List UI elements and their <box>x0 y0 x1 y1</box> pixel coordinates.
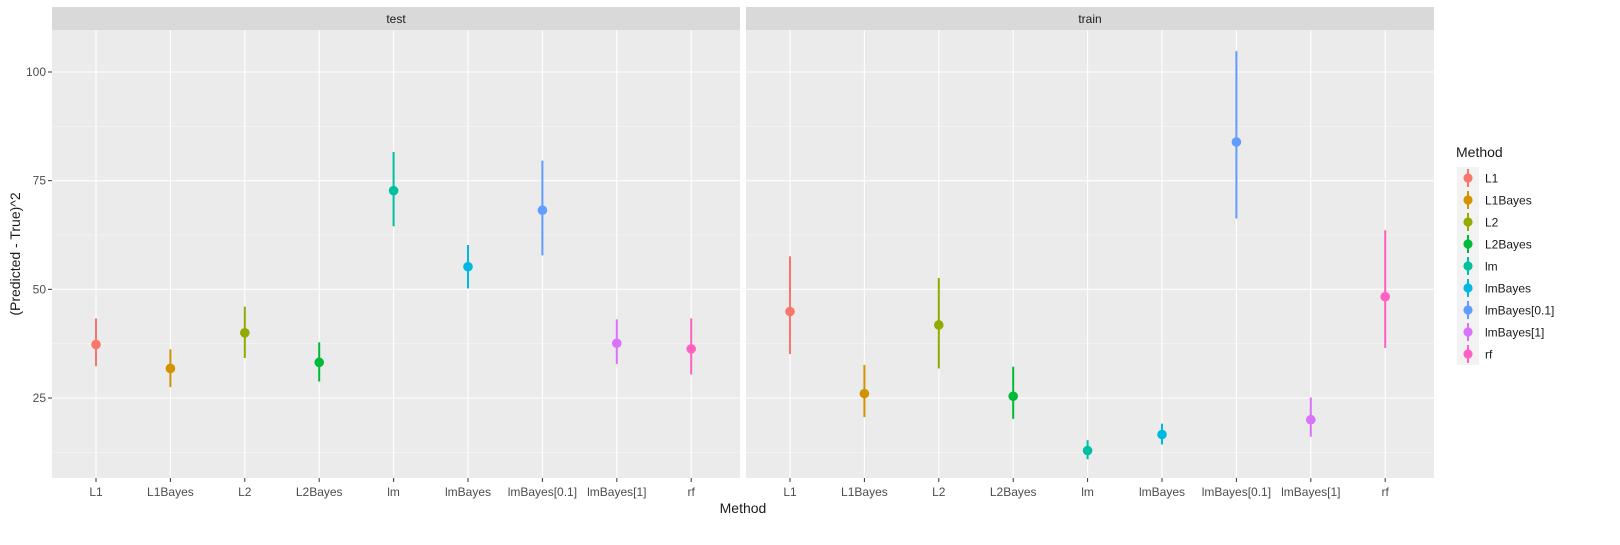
x-tick-label: lmBayes[0.1] <box>1202 485 1271 499</box>
x-tick-label: rf <box>1382 485 1390 499</box>
x-tick-label: L2Bayes <box>990 485 1037 499</box>
legend-label: rf <box>1485 348 1493 362</box>
legend-key-point <box>1463 305 1473 315</box>
panel-background <box>746 30 1434 478</box>
x-tick-label: lm <box>387 485 400 499</box>
legend-key-point <box>1463 239 1473 249</box>
data-point <box>934 320 944 330</box>
data-point <box>537 205 548 216</box>
legend-key-point <box>1463 283 1473 293</box>
x-tick-label: lmBayes[1] <box>1281 485 1340 499</box>
data-point <box>165 363 176 374</box>
data-point <box>859 388 870 399</box>
data-point <box>1008 391 1018 402</box>
y-tick-label: 50 <box>33 282 47 296</box>
data-point <box>1380 291 1390 302</box>
data-point <box>1082 445 1093 456</box>
facet-strip <box>52 7 740 30</box>
data-point <box>1231 137 1242 147</box>
facet-strip <box>746 7 1434 30</box>
y-tick-label: 100 <box>26 65 46 79</box>
data-point <box>1306 414 1316 425</box>
data-point <box>463 261 473 272</box>
data-point <box>91 339 101 350</box>
legend-label: lmBayes[0.1] <box>1485 304 1554 318</box>
legend-key-point <box>1463 261 1473 271</box>
data-point <box>388 185 399 196</box>
x-tick-label: lmBayes <box>445 485 491 499</box>
x-tick-label: lmBayes[0.1] <box>508 485 577 499</box>
x-tick-label: L1Bayes <box>147 485 194 499</box>
data-point <box>686 344 696 354</box>
legend-key-point <box>1463 217 1473 227</box>
x-tick-label: L1 <box>783 485 797 499</box>
legend-label: lmBayes[1] <box>1485 326 1544 340</box>
legend-label: lm <box>1485 260 1498 274</box>
legend-label: L1 <box>1485 172 1499 186</box>
y-tick-label: 25 <box>33 391 47 405</box>
x-tick-label: L1 <box>89 485 103 499</box>
data-point <box>612 338 622 349</box>
facet-strip-label: train <box>1078 12 1101 26</box>
x-tick-label: L2 <box>932 485 946 499</box>
x-tick-label: lm <box>1081 485 1094 499</box>
y-axis-title: (Predicted - True)^2 <box>7 192 23 315</box>
legend-key-point <box>1463 195 1473 205</box>
x-tick-label: L1Bayes <box>841 485 888 499</box>
data-point <box>1157 429 1167 440</box>
x-tick-label: lmBayes[1] <box>587 485 646 499</box>
legend-label: L2Bayes <box>1485 238 1532 252</box>
x-tick-label: lmBayes <box>1139 485 1185 499</box>
x-tick-label: L2Bayes <box>296 485 343 499</box>
legend-key-point <box>1463 327 1473 337</box>
data-point <box>785 306 795 317</box>
legend-label: lmBayes <box>1485 282 1531 296</box>
data-point <box>314 357 325 368</box>
legend-key-point <box>1463 173 1473 183</box>
facet-strip-label: test <box>386 12 406 26</box>
legend-key-point <box>1463 349 1473 359</box>
x-tick-label: rf <box>688 485 696 499</box>
data-point <box>240 328 250 338</box>
y-tick-label: 75 <box>33 174 47 188</box>
legend-title: Method <box>1456 144 1503 160</box>
legend-label: L1Bayes <box>1485 194 1532 208</box>
legend-label: L2 <box>1485 216 1499 230</box>
x-tick-label: L2 <box>238 485 252 499</box>
panel-background <box>52 30 740 478</box>
x-axis-title: Method <box>720 500 767 516</box>
